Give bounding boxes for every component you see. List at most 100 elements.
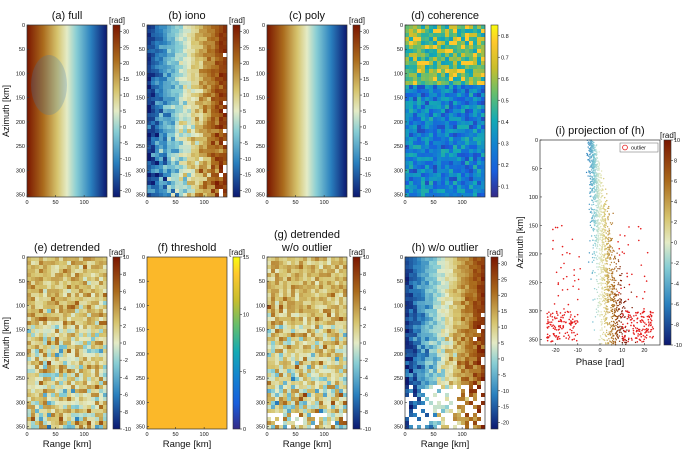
map-cell [437, 189, 441, 193]
map-cell [461, 385, 465, 389]
map-cell [465, 29, 469, 33]
map-cell [75, 369, 79, 373]
map-cell [287, 369, 291, 373]
map-cell [405, 25, 409, 29]
map-cell [287, 293, 291, 297]
map-cell [481, 125, 485, 129]
map-cell [179, 193, 183, 197]
map-cell [171, 161, 175, 165]
map-cell [449, 25, 453, 29]
map-cell [191, 165, 195, 169]
map-cell [159, 157, 163, 161]
map-cell [203, 45, 207, 49]
map-cell [465, 417, 469, 421]
map-cell [465, 277, 469, 281]
map-cell [287, 349, 291, 353]
map-cell [59, 317, 63, 321]
map-cell [311, 401, 315, 405]
map-cell [457, 153, 461, 157]
map-cell [473, 177, 477, 181]
map-cell [63, 417, 67, 421]
map-cell [409, 57, 413, 61]
map-cell [167, 37, 171, 41]
map-cell [87, 361, 91, 365]
map-cell [63, 369, 67, 373]
map-cell [429, 345, 433, 349]
scatter-point [614, 297, 616, 300]
map-cell [481, 397, 485, 401]
map-cell [159, 153, 163, 157]
map-cell [275, 285, 279, 289]
map-cell [449, 193, 453, 197]
map-cell [91, 405, 95, 409]
map-cell [339, 325, 343, 329]
colorbar-tick-label: 2 [123, 324, 126, 330]
map-cell [199, 53, 203, 57]
map-cell [323, 293, 327, 297]
map-cell [39, 293, 43, 297]
map-cell [433, 321, 437, 325]
map-cell [469, 157, 473, 161]
map-cell [409, 257, 413, 261]
map-cell [327, 401, 331, 405]
map-cell [103, 297, 107, 301]
scatter-point [603, 223, 606, 226]
map-cell [433, 365, 437, 369]
map-cell [425, 113, 429, 117]
map-cell [187, 109, 191, 113]
map-cell [295, 381, 299, 385]
map-cell [457, 165, 461, 169]
map-cell [469, 45, 473, 49]
map-cell [461, 105, 465, 109]
map-cell [283, 397, 287, 401]
map-cell [71, 385, 75, 389]
map-cell [453, 281, 457, 285]
map-cell [175, 57, 179, 61]
map-cell [215, 113, 219, 117]
map-cell [429, 389, 433, 393]
map-cell [437, 417, 441, 421]
map-cell [339, 357, 343, 361]
map-cell [219, 29, 223, 33]
map-cell [433, 149, 437, 153]
map-cell [267, 265, 271, 269]
map-cell [147, 169, 151, 173]
map-cell [327, 417, 331, 421]
map-cell [279, 341, 283, 345]
map-cell [335, 409, 339, 413]
map-cell [445, 361, 449, 365]
map-cell [429, 381, 433, 385]
map-cell [195, 157, 199, 161]
map-cell [155, 165, 159, 169]
map-cell [477, 389, 481, 393]
map-cell [477, 265, 481, 269]
colorbar-tick-label: 0 [243, 427, 246, 433]
map-cell [295, 385, 299, 389]
map-cell [55, 413, 59, 417]
map-cell [413, 389, 417, 393]
map-cell [413, 37, 417, 41]
map-cell [31, 365, 35, 369]
map-cell [323, 257, 327, 261]
map-cell [195, 137, 199, 141]
map-cell [477, 317, 481, 321]
map-cell [315, 373, 319, 377]
map-cell [425, 29, 429, 33]
map-cell [323, 405, 327, 409]
map-cell [79, 329, 83, 333]
map-cell [207, 125, 211, 129]
map-cell [67, 377, 71, 381]
map-cell [327, 261, 331, 265]
map-cell [417, 161, 421, 165]
map-cell [433, 313, 437, 317]
map-cell [47, 397, 51, 401]
map-cell [405, 157, 409, 161]
map-cell [413, 57, 417, 61]
map-cell [199, 129, 203, 133]
map-cell [79, 333, 83, 337]
map-cell [413, 309, 417, 313]
map-cell [267, 273, 271, 277]
map-cell [437, 53, 441, 57]
map-cell [405, 181, 409, 185]
map-cell [457, 277, 461, 281]
